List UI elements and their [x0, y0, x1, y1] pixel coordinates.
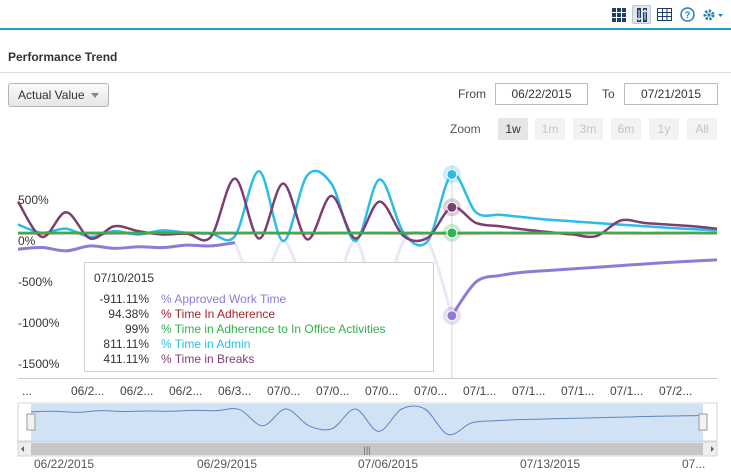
navigator-date-label: 07/06/2015 — [358, 457, 418, 471]
zoom-1w-button[interactable]: 1w — [498, 118, 528, 140]
zoom-6m-button[interactable]: 6m — [611, 118, 641, 140]
x-tick-label: 07/1... — [610, 384, 643, 398]
hover-marker — [446, 168, 458, 180]
x-tick-label: 07/1... — [561, 384, 594, 398]
x-tick-label: 07/1... — [512, 384, 545, 398]
scroll-right-icon — [711, 446, 714, 452]
zoom-1y-button[interactable]: 1y — [649, 118, 679, 140]
from-date-input[interactable]: 06/22/2015 — [495, 83, 588, 105]
navigator-date-label: 07/13/2015 — [520, 457, 580, 471]
tooltip-series-name: % Time in Admin — [161, 337, 251, 351]
y-tick-label: 0% — [18, 234, 36, 248]
tooltip-value: 99% — [124, 322, 149, 336]
metric-dropdown[interactable]: Actual Value — [8, 83, 109, 107]
to-date-input[interactable]: 07/21/2015 — [624, 83, 718, 105]
x-tick-label: 07/1... — [463, 384, 496, 398]
tooltip-date: 07/10/2015 — [94, 271, 155, 285]
zoom-3m-button[interactable]: 3m — [573, 118, 603, 140]
series-line — [17, 169, 718, 247]
y-tick-label: -1000% — [18, 316, 60, 330]
from-label: From — [458, 87, 486, 101]
scrollbar-grip-icon: ||| — [363, 445, 370, 455]
tooltip-value: 811.11% — [103, 337, 149, 351]
tooltip-value: 411.11% — [103, 352, 149, 366]
navigator-left-handle — [26, 413, 36, 431]
y-tick-label: -500% — [18, 275, 53, 289]
top-bar — [0, 0, 731, 30]
metric-dropdown-value: Actual Value — [18, 88, 85, 102]
to-label: To — [602, 87, 615, 101]
hover-marker — [446, 310, 458, 322]
svg-text:?: ? — [685, 10, 691, 20]
grid-view-icon[interactable] — [609, 5, 628, 24]
series-line — [17, 241, 236, 253]
x-tick-label: 06/2... — [169, 384, 202, 398]
chevron-down-icon — [91, 93, 99, 98]
tooltip-value: -911.11% — [99, 292, 149, 306]
navigator-right-handle — [698, 413, 708, 431]
y-tick-label: -1500% — [18, 357, 60, 371]
tooltip-row: -911.11% % Approved Work Time — [85, 292, 435, 307]
tooltip-series-name: % Time In Adherence — [161, 307, 276, 321]
scroll-left-icon — [21, 446, 24, 452]
navigator-date-label: 07... — [682, 457, 705, 471]
zoom-1m-button[interactable]: 1m — [535, 118, 565, 140]
tooltip-series-name: % Approved Work Time — [161, 292, 287, 306]
tooltip-value: 94.38% — [108, 307, 149, 321]
section-title: Performance Trend — [8, 50, 118, 64]
y-tick-label: 500% — [18, 193, 49, 207]
tooltip-row: 94.38% % Time In Adherence — [85, 307, 435, 322]
tooltip-row: 411.11% % Time in Breaks — [85, 352, 435, 367]
navigator-selection — [31, 404, 703, 441]
zoom-label: Zoom — [450, 122, 481, 136]
help-icon[interactable]: ? — [678, 5, 697, 24]
toolbar: ? — [609, 5, 725, 24]
tooltip-series-name: % Time in Adherence to In Office Activit… — [161, 322, 386, 336]
scrollbar-thumb — [31, 443, 703, 455]
x-tick-label: 07/0... — [267, 384, 300, 398]
x-tick-label: 07/2... — [659, 384, 692, 398]
hover-marker — [446, 201, 458, 213]
x-tick-label: 06/3... — [218, 384, 251, 398]
x-tick-label: 06/2... — [120, 384, 153, 398]
x-tick-label: 07/0... — [365, 384, 398, 398]
settings-icon[interactable] — [701, 5, 725, 24]
x-tick-label: 07/0... — [316, 384, 349, 398]
tooltip-row: 99% % Time in Adherence to In Office Act… — [85, 322, 435, 337]
chart-tooltip: 07/10/2015 -911.11% % Approved Work Time… — [84, 262, 434, 372]
series-line — [450, 258, 718, 317]
navigator-date-label: 06/29/2015 — [197, 457, 257, 471]
navigator-date-label: 06/22/2015 — [34, 457, 94, 471]
hover-marker — [446, 227, 458, 239]
x-tick-label: 07/0... — [414, 384, 447, 398]
tooltip-series-name: % Time in Breaks — [161, 352, 255, 366]
table-view-icon[interactable] — [655, 5, 674, 24]
divider — [0, 72, 731, 73]
navigator-line — [30, 405, 704, 436]
sort-icon[interactable] — [632, 5, 651, 24]
zoom-all-button[interactable]: All — [687, 118, 717, 140]
x-tick-label: 06/2... — [71, 384, 104, 398]
tooltip-row: 811.11% % Time in Admin — [85, 337, 435, 352]
x-tick-label: ... — [22, 384, 32, 398]
